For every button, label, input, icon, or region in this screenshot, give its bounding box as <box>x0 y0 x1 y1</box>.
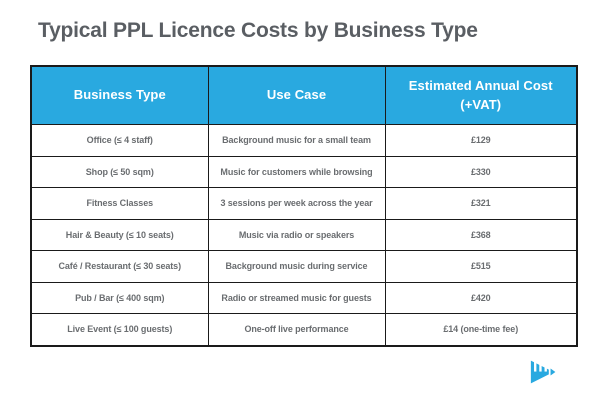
table-row: Hair & Beauty (≤ 10 seats) Music via rad… <box>30 218 578 251</box>
header-estimated-cost: Estimated Annual Cost (+VAT) <box>384 65 578 125</box>
cell-business-type: Office (≤ 4 staff) <box>30 124 209 157</box>
ppl-cost-table: Business Type Use Case Estimated Annual … <box>30 65 578 347</box>
cell-cost: £321 <box>384 187 578 220</box>
cell-use-case: Music via radio or speakers <box>207 218 386 251</box>
table-row: Office (≤ 4 staff) Background music for … <box>30 124 578 157</box>
table-row: Shop (≤ 50 sqm) Music for customers whil… <box>30 155 578 188</box>
cell-use-case: Background music during service <box>207 250 386 283</box>
table-row: Café / Restaurant (≤ 30 seats) Backgroun… <box>30 250 578 283</box>
play-button-piano-keys-logo-icon <box>530 358 556 384</box>
header-use-case: Use Case <box>207 65 386 125</box>
cell-cost: £368 <box>384 218 578 251</box>
cell-business-type: Café / Restaurant (≤ 30 seats) <box>30 250 209 283</box>
header-use-case-label: Use Case <box>266 87 327 103</box>
header-business-type: Business Type <box>30 65 209 125</box>
cell-cost: £420 <box>384 281 578 314</box>
cell-cost: £14 (one-time fee) <box>384 313 578 346</box>
cell-use-case: Radio or streamed music for guests <box>207 281 386 314</box>
header-estimated-cost-label: Estimated Annual Cost (+VAT) <box>408 77 553 112</box>
cell-use-case: Music for customers while browsing <box>207 155 386 188</box>
brand-logo <box>530 358 558 386</box>
cell-use-case: One-off live performance <box>207 313 386 346</box>
cell-use-case: Background music for a small team <box>207 124 386 157</box>
cell-business-type: Pub / Bar (≤ 400 sqm) <box>30 281 209 314</box>
cell-cost: £515 <box>384 250 578 283</box>
table-row: Pub / Bar (≤ 400 sqm) Radio or streamed … <box>30 281 578 314</box>
cell-business-type: Hair & Beauty (≤ 10 seats) <box>30 218 209 251</box>
header-business-type-label: Business Type <box>73 87 166 103</box>
cell-business-type: Live Event (≤ 100 guests) <box>30 313 209 346</box>
cell-business-type: Shop (≤ 50 sqm) <box>30 155 209 188</box>
cell-business-type: Fitness Classes <box>30 187 209 220</box>
cell-cost: £330 <box>384 155 578 188</box>
table-header-row: Business Type Use Case Estimated Annual … <box>30 65 578 125</box>
cell-use-case: 3 sessions per week across the year <box>207 187 386 220</box>
table-row: Fitness Classes 3 sessions per week acro… <box>30 187 578 220</box>
page-title: Typical PPL Licence Costs by Business Ty… <box>38 19 478 42</box>
table-row: Live Event (≤ 100 guests) One-off live p… <box>30 313 578 346</box>
cell-cost: £129 <box>384 124 578 157</box>
